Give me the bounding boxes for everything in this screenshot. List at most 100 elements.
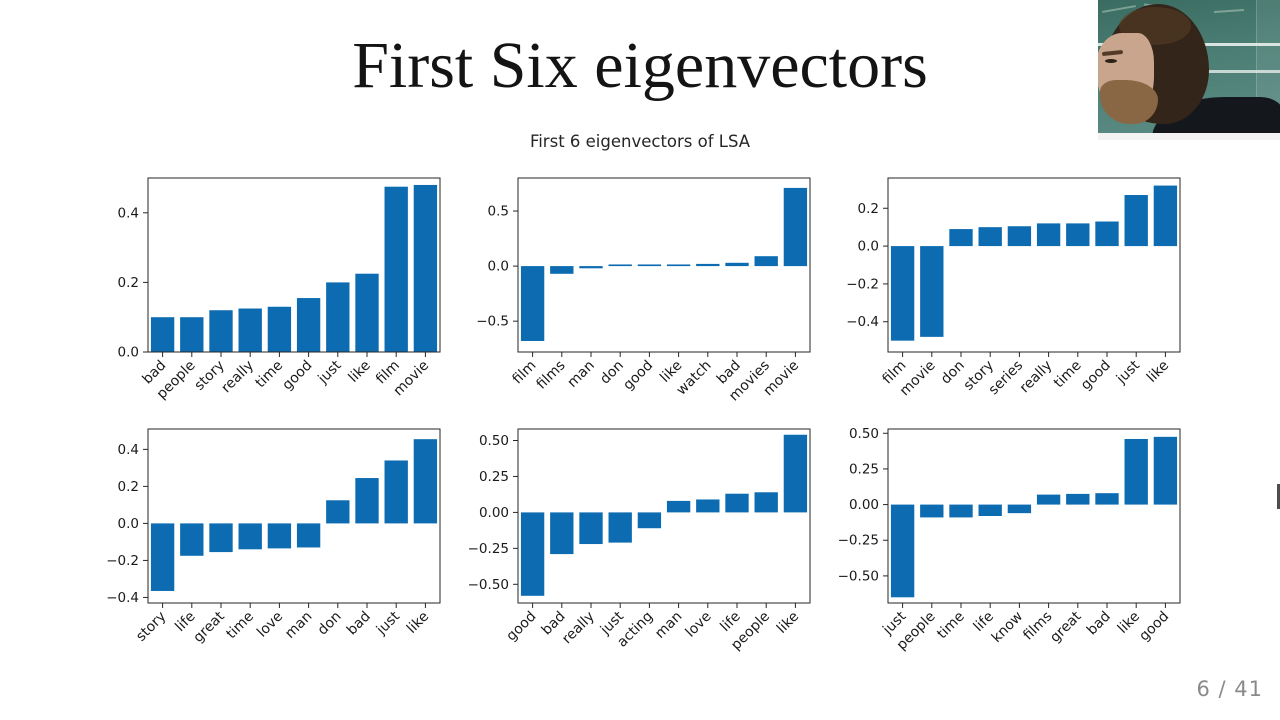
screen-edge-artifact	[1277, 484, 1280, 509]
bar-man	[579, 266, 603, 269]
bar-love	[696, 499, 720, 513]
bar-good	[1153, 436, 1178, 505]
bar-time	[267, 306, 292, 352]
y-tick-label: −0.5	[476, 314, 509, 330]
bar-acting	[637, 512, 662, 529]
x-tick-label: good	[1078, 358, 1114, 394]
bar-movie	[413, 184, 438, 352]
bar-bad	[725, 262, 749, 267]
bar-series	[1007, 226, 1032, 247]
x-tick-label: time	[253, 358, 287, 392]
x-tick-label: time	[934, 609, 968, 643]
bar-good	[1095, 221, 1119, 247]
x-tick-label: bad	[1084, 609, 1114, 639]
x-tick-label: man	[565, 358, 598, 391]
bar-like	[666, 264, 691, 267]
y-tick-label: −0.25	[838, 533, 879, 549]
chalk-mark	[1213, 8, 1245, 14]
x-tick-label: story	[133, 609, 169, 645]
eigenvector-chart-4: −0.4 −0.2 0.0 0.2 0.4 story life great time love m…	[80, 421, 452, 673]
webcam-bottom-strip	[1098, 133, 1280, 140]
slide-title: First Six eigenvectors	[352, 29, 928, 102]
bar-don	[949, 229, 973, 247]
y-tick-label: −0.50	[838, 568, 879, 584]
figure-suptitle: First 6 eigenvectors of LSA	[529, 132, 751, 151]
bar-time	[1066, 223, 1090, 247]
x-tick-label: like	[774, 609, 802, 637]
y-tick-label: 0.4	[118, 442, 139, 458]
y-tick-label: 0.0	[858, 239, 879, 255]
x-tick-label: time	[223, 609, 257, 643]
y-tick-label: 0.50	[479, 433, 509, 449]
bar-time	[949, 504, 973, 518]
bar-don	[326, 500, 350, 524]
bar-people	[920, 504, 944, 518]
bar-really	[238, 308, 262, 352]
y-tick-label: 0.25	[849, 461, 879, 477]
bar-like	[783, 434, 808, 513]
bar-good	[637, 264, 662, 267]
y-tick-label: 0.5	[488, 204, 509, 220]
y-tick-label: 0.50	[849, 426, 879, 442]
eigenvector-chart-1: 0.0 0.2 0.4 bad people story really time good jus…	[80, 170, 452, 422]
x-tick-label: like	[346, 358, 374, 386]
bar-story	[978, 227, 1002, 247]
y-tick-label: 0.2	[118, 479, 139, 495]
bar-like	[355, 273, 379, 352]
bar-really	[1036, 223, 1061, 247]
bar-watch	[696, 263, 720, 267]
bar-just	[890, 504, 915, 598]
y-tick-label: 0.0	[118, 516, 139, 532]
x-tick-label: really	[559, 609, 598, 648]
bar-like	[1153, 185, 1178, 247]
eigenvector-chart-5: −0.50 −0.25 0.00 0.25 0.50 good bad really just a…	[450, 421, 822, 673]
bar-movies	[754, 256, 778, 267]
bar-just	[384, 460, 408, 524]
bar-don	[608, 264, 632, 267]
presenter-eye	[1105, 59, 1117, 63]
bar-just	[1124, 195, 1148, 247]
bar-really	[579, 512, 603, 545]
y-tick-label: 0.0	[488, 259, 509, 275]
bar-life	[725, 493, 749, 513]
x-tick-label: love	[254, 609, 286, 641]
bar-life	[180, 523, 204, 556]
bar-like	[413, 439, 438, 524]
y-tick-label: 0.00	[479, 505, 509, 521]
x-tick-label: films	[534, 358, 569, 393]
bar-film	[890, 246, 915, 341]
x-tick-label: man	[652, 609, 685, 642]
x-tick-label: good	[1136, 609, 1172, 645]
bar-good	[520, 512, 545, 596]
bar-people	[180, 317, 204, 352]
x-tick-label: really	[218, 358, 257, 397]
eigenvector-chart-3: −0.4 −0.2 0.0 0.2 film movie don story series rea…	[820, 170, 1192, 422]
bar-bad	[355, 478, 379, 524]
x-tick-label: great	[190, 608, 228, 646]
bar-films	[550, 266, 574, 274]
x-tick-label: good	[620, 358, 656, 394]
bar-know	[1007, 504, 1032, 514]
bar-just	[326, 282, 350, 352]
x-tick-label: like	[1144, 358, 1172, 386]
x-tick-label: like	[404, 609, 432, 637]
x-tick-label: good	[279, 358, 315, 394]
y-tick-label: 0.25	[479, 469, 509, 485]
x-tick-label: just	[1113, 357, 1143, 387]
eigenvector-chart-6: −0.50 −0.25 0.00 0.25 0.50 just people time life…	[820, 421, 1192, 673]
bar-film	[520, 266, 545, 341]
bar-great	[1066, 493, 1090, 505]
y-tick-label: 0.00	[849, 497, 879, 513]
y-tick-label: −0.25	[468, 541, 509, 557]
bar-bad	[550, 512, 574, 555]
x-tick-label: love	[683, 609, 715, 641]
x-tick-label: great	[1047, 608, 1085, 646]
y-tick-label: 0.0	[118, 345, 139, 361]
bar-like	[1124, 438, 1148, 505]
bar-man	[296, 523, 321, 548]
y-tick-label: −0.2	[846, 276, 879, 292]
